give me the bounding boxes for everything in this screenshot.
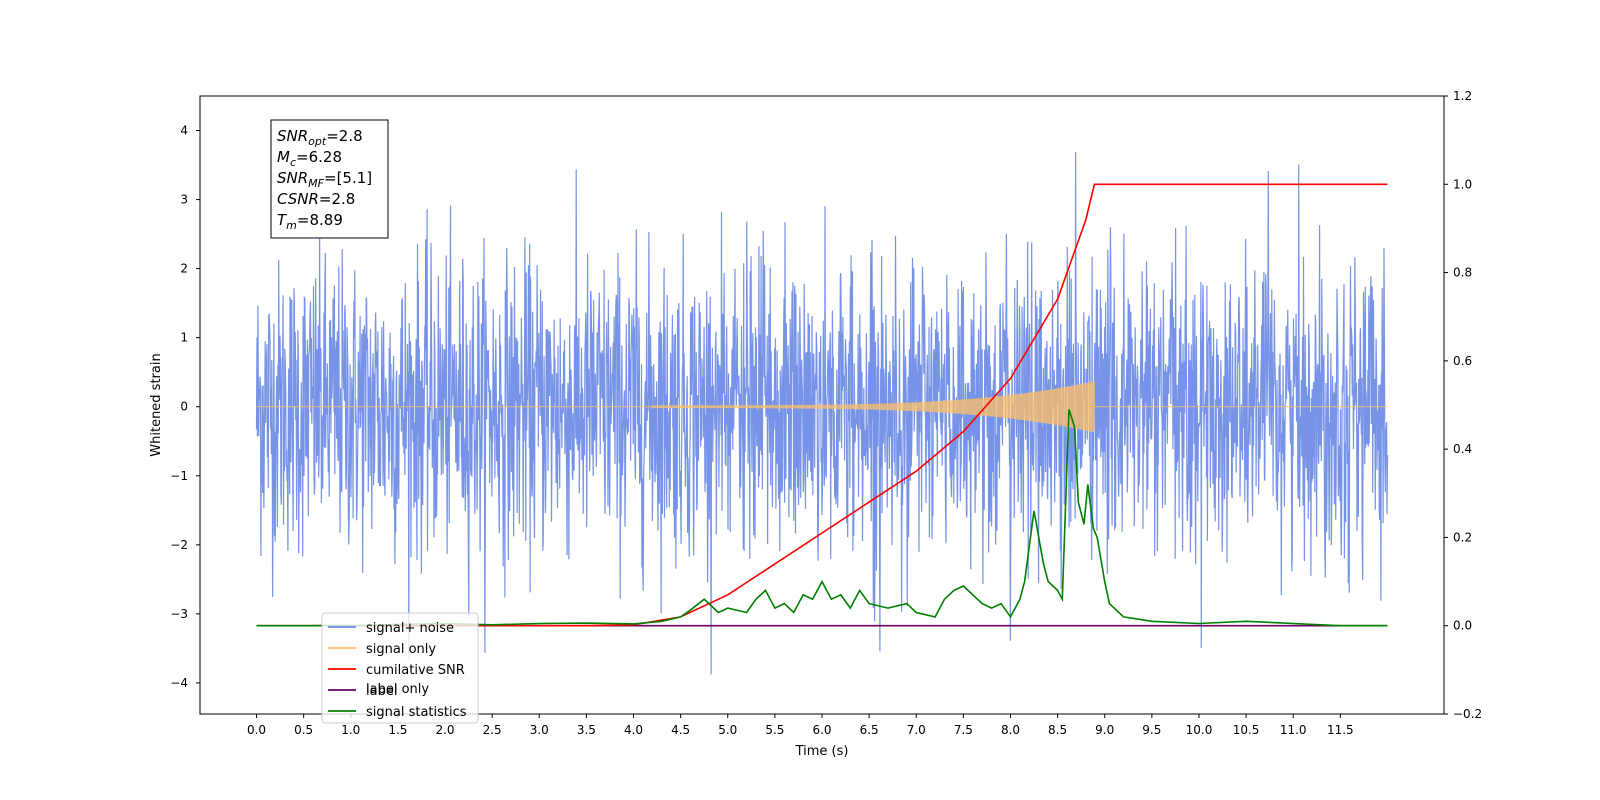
annotation-line: SNRMF=[5.1]	[277, 169, 372, 190]
x-tick-label: 1.5	[388, 723, 407, 737]
x-tick-label: 0.5	[294, 723, 313, 737]
y-tick-label: −3	[170, 607, 188, 621]
series-signal-noise	[255, 151, 1389, 675]
y-tick-label: 0	[180, 400, 188, 414]
x-axis-label: Time (s)	[795, 744, 849, 759]
x-tick-label: 2.5	[483, 723, 502, 737]
legend-label: signal statistics	[366, 705, 467, 720]
y-tick-label: −2	[170, 538, 188, 552]
annotation-line: Mc=6.28	[277, 148, 342, 169]
x-tick-label: 10.0	[1186, 723, 1213, 737]
y2-tick-label: 1.0	[1453, 177, 1472, 191]
series-signal-statistics	[256, 409, 1388, 627]
y2-tick-label: 1.2	[1453, 89, 1472, 103]
y-axis-label: Whitened strain	[149, 353, 164, 456]
annotation-line: Tm=8.89	[277, 211, 343, 232]
x-tick-label: 1.0	[341, 723, 360, 737]
x-tick-label: 11.5	[1327, 723, 1354, 737]
x-tick-label: 5.5	[765, 723, 784, 737]
x-tick-label: 8.0	[1001, 723, 1020, 737]
annotation-line: SNRopt=2.8	[277, 127, 363, 148]
annotation-line: CSNR=2.8	[277, 190, 355, 208]
x-tick-label: 0.0	[247, 723, 266, 737]
y2-tick-label: −0.2	[1453, 707, 1482, 721]
y-tick-label: 2	[180, 262, 188, 276]
y-axis-right: 1.2 1.0 0.8 0.6 0.4 0.2 0.0 −0.2	[1444, 89, 1482, 721]
legend-frame	[321, 612, 479, 724]
x-tick-label: 6.5	[860, 723, 879, 737]
x-tick-label: 5.0	[718, 723, 737, 737]
y2-tick-label: 0.6	[1453, 354, 1472, 368]
legend-hidden-text: label only	[366, 682, 429, 697]
legend-label: label	[366, 684, 397, 699]
y-tick-label: −4	[170, 676, 188, 690]
x-tick-label: 6.0	[812, 723, 831, 737]
plot-area	[255, 151, 1389, 675]
x-tick-label: 3.0	[530, 723, 549, 737]
x-tick-label: 11.0	[1280, 723, 1307, 737]
series-cumulative-snr	[256, 183, 1388, 627]
y2-tick-label: 0.0	[1453, 619, 1472, 633]
annotation-frame	[270, 119, 389, 239]
x-tick-label: 9.0	[1095, 723, 1114, 737]
y2-tick-label: 0.8	[1453, 266, 1472, 280]
y-tick-label: −1	[170, 469, 188, 483]
y-axis-left: 4 3 2 1 0 −1 −2 −3 −4	[170, 124, 200, 690]
x-tick-label: 4.5	[671, 723, 690, 737]
x-tick-label: 9.5	[1142, 723, 1161, 737]
series-signal-only	[256, 381, 1388, 433]
y2-tick-label: 0.4	[1453, 442, 1472, 456]
legend: label only signal+ noise signal only cumila…	[321, 612, 479, 724]
y-tick-label: 3	[180, 193, 188, 207]
y-tick-label: 4	[180, 124, 188, 138]
y2-tick-label: 0.2	[1453, 530, 1472, 544]
x-tick-label: 2.0	[435, 723, 454, 737]
legend-label: signal+ noise	[366, 621, 454, 636]
x-tick-label: 7.0	[907, 723, 926, 737]
legend-label: signal only	[366, 642, 436, 657]
x-tick-label: 3.5	[577, 723, 596, 737]
x-tick-label: 7.5	[954, 723, 973, 737]
y-tick-label: 1	[180, 331, 188, 345]
legend-label: cumilative SNR	[366, 663, 465, 678]
x-tick-label: 8.5	[1048, 723, 1067, 737]
x-tick-label: 4.0	[624, 723, 643, 737]
x-tick-label: 10.5	[1233, 723, 1260, 737]
x-axis: 0.0 0.5 1.0 1.5 2.0 2.5 3.0 3.5 4.0 4.5 5.0 5.5 6.0 6…	[247, 714, 1354, 737]
